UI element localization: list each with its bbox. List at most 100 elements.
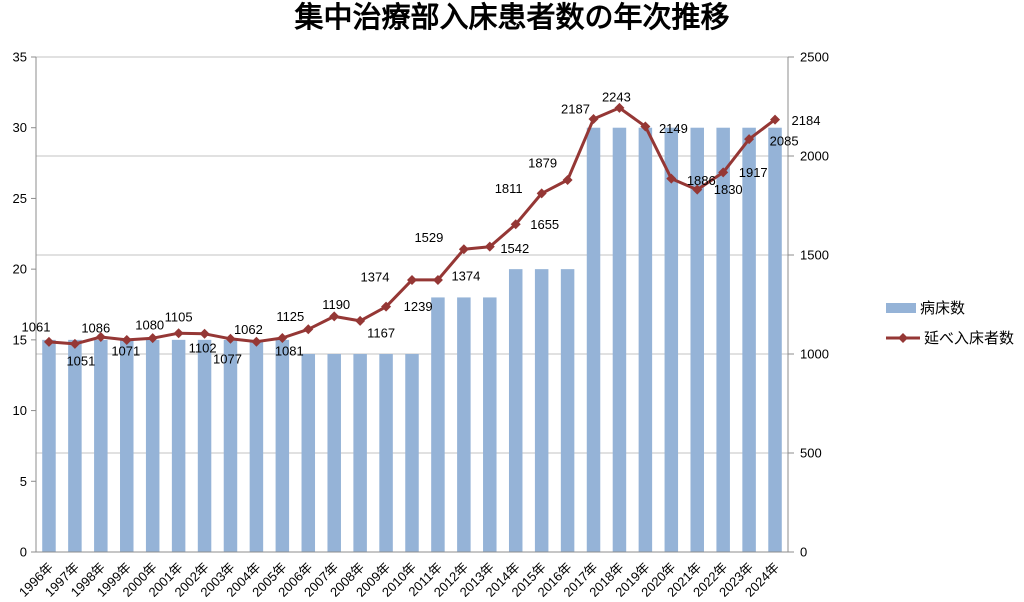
- data-label: 1830: [714, 182, 743, 197]
- bar: [742, 127, 756, 553]
- data-label: 1879: [528, 156, 557, 171]
- legend-bar-label: 病床数: [920, 300, 966, 317]
- line-marker-diamond-icon: [355, 315, 366, 326]
- bar: [586, 127, 601, 553]
- bar: [664, 127, 679, 553]
- line-marker-diamond-icon: [225, 333, 236, 344]
- data-label: 1917: [739, 165, 768, 180]
- legend-item-patients: 延べ入床者数: [886, 327, 1014, 348]
- data-label: 1886: [687, 173, 716, 188]
- line-marker-diamond-icon: [666, 173, 677, 184]
- right-axis-tick-label: 2500: [800, 50, 829, 65]
- data-label: 1071: [111, 343, 140, 358]
- left-axis-tick-label: 20: [13, 262, 27, 277]
- data-label: 1081: [275, 344, 304, 359]
- line-marker-diamond-icon: [147, 333, 158, 344]
- line-marker-diamond-icon: [458, 244, 469, 255]
- right-axis-tick-label: 0: [800, 545, 807, 560]
- line-marker-diamond-icon: [95, 331, 106, 342]
- line-marker-diamond-icon: [407, 274, 417, 285]
- bar: [197, 339, 212, 552]
- bar: [483, 297, 497, 552]
- left-axis-tick-label: 35: [13, 50, 27, 65]
- data-label: 1102: [189, 340, 217, 355]
- line-marker-diamond-icon: [277, 332, 288, 343]
- bar: [301, 354, 316, 552]
- data-label: 1529: [414, 230, 443, 245]
- data-label: 1374: [361, 269, 390, 284]
- bar: [431, 297, 445, 552]
- bar: [379, 354, 393, 552]
- legend: 病床数 延べ入床者数: [886, 297, 1014, 348]
- left-axis-tick-label: 0: [20, 545, 27, 560]
- line-marker-diamond-icon: [562, 174, 573, 185]
- right-axis-tick-label: 2000: [800, 149, 829, 164]
- chart-title: 集中治療部入床患者数の年次推移: [294, 2, 730, 34]
- data-label: 2187: [561, 102, 590, 117]
- bar: [68, 339, 82, 552]
- line-marker-diamond-icon: [484, 241, 495, 252]
- line-marker-diamond-icon: [536, 188, 547, 199]
- bar: [690, 127, 704, 553]
- bar: [120, 339, 134, 552]
- legend-line-label: 延べ入床者数: [924, 330, 1015, 347]
- line-marker-diamond-icon: [121, 334, 132, 345]
- bar: [560, 269, 575, 552]
- line-marker-diamond-icon: [770, 114, 781, 125]
- data-label: 1062: [234, 322, 263, 337]
- data-label: 1239: [404, 299, 433, 314]
- line-marker-diamond-icon: [251, 336, 262, 347]
- data-label: 1061: [22, 319, 51, 334]
- left-axis-tick-label: 15: [13, 332, 27, 347]
- data-label: 1374: [451, 268, 480, 283]
- line-marker-diamond-icon: [173, 328, 184, 339]
- line-marker-diamond-icon: [329, 311, 340, 322]
- legend-line-diamond-icon: [898, 332, 908, 343]
- left-axis-tick-label: 10: [13, 403, 27, 418]
- bar: [275, 339, 290, 552]
- bar: [327, 354, 341, 552]
- line-marker-diamond-icon: [718, 167, 729, 178]
- line-marker-diamond-icon: [744, 134, 755, 145]
- bar: [249, 339, 264, 552]
- data-label: 2184: [792, 113, 821, 128]
- data-label: 1080: [135, 318, 164, 333]
- line-marker-diamond-icon: [69, 338, 80, 349]
- data-label: 1077: [213, 351, 242, 366]
- line-marker-diamond-icon: [510, 219, 521, 230]
- line-marker-diamond-icon: [199, 328, 210, 339]
- legend-bar-swatch: [886, 302, 916, 313]
- bar: [94, 339, 108, 552]
- bar: [457, 297, 471, 552]
- left-axis-tick-label: 25: [13, 191, 27, 206]
- left-axis-tick-label: 5: [20, 474, 27, 489]
- line-marker-diamond-icon: [43, 336, 54, 347]
- right-axis-tick-label: 500: [800, 446, 822, 461]
- bar: [171, 339, 186, 552]
- data-label: 1167: [367, 325, 395, 340]
- data-label: 1086: [81, 321, 110, 336]
- line-marker-diamond-icon: [303, 324, 314, 335]
- bar: [405, 354, 419, 552]
- bar: [768, 127, 782, 553]
- bar: [534, 269, 549, 552]
- legend-line-swatch: [886, 332, 920, 343]
- line-marker-diamond-icon: [692, 184, 703, 195]
- legend-item-beds: 病床数: [886, 297, 1014, 318]
- bar: [353, 354, 367, 552]
- data-label: 1655: [530, 217, 559, 232]
- line-marker-diamond-icon: [640, 121, 651, 132]
- bar: [716, 127, 730, 553]
- bar: [638, 127, 653, 553]
- right-axis-tick-label: 1000: [800, 347, 829, 362]
- data-label: 1125: [276, 309, 304, 324]
- left-axis-tick-label: 30: [13, 120, 27, 135]
- data-label: 2243: [602, 89, 631, 104]
- data-label: 1811: [495, 181, 523, 196]
- data-label: 1190: [322, 297, 350, 312]
- data-label: 1051: [66, 353, 95, 368]
- line-marker-diamond-icon: [614, 102, 625, 113]
- line-marker-diamond-icon: [588, 113, 599, 124]
